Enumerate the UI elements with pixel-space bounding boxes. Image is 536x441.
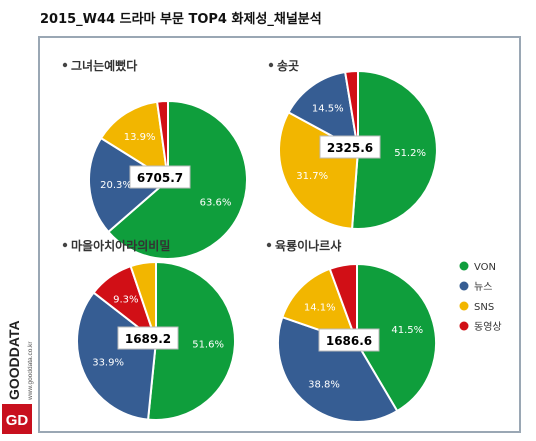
- logo-wordmark: GOODDATA: [6, 320, 22, 400]
- pie-chart-2: 송곳 51.2% 31.7% 14.5% 2325.6: [268, 59, 438, 230]
- legend-label: 뉴스: [474, 281, 492, 293]
- total-value-box: [117, 326, 179, 350]
- total-value-label: 1689.2: [125, 332, 171, 346]
- total-value-box: [318, 328, 380, 352]
- logo-initials: GD: [6, 412, 29, 429]
- brand-sidebar: GD GOODDATA www.gooddata.co.kr: [2, 262, 36, 434]
- title-bullet-icon: [62, 242, 68, 248]
- pie-slice: [350, 69, 438, 230]
- pie-slice: [99, 100, 170, 182]
- pie-slice: [155, 99, 169, 181]
- legend-swatch: [459, 321, 469, 331]
- pie-slice: [356, 262, 437, 413]
- pie-slice: [328, 262, 358, 344]
- slice-data-label: 38.8%: [308, 379, 340, 390]
- slice-data-label: 13.9%: [124, 132, 156, 143]
- slice-data-label: 14.1%: [304, 303, 336, 314]
- slice-data-label: 20.3%: [100, 180, 132, 191]
- pie-chart-4: 육룡이나르샤 41.5% 38.8% 14.1% 1686.6: [266, 238, 437, 423]
- slice-data-label: 51.2%: [394, 148, 426, 159]
- pie-slice: [281, 267, 359, 345]
- pie-slice: [287, 70, 360, 152]
- pie-slice: [344, 69, 359, 151]
- total-value-box: [319, 135, 381, 159]
- title-bullet-icon: [266, 242, 272, 248]
- gooddata-logo: GD GOODDATA www.gooddata.co.kr: [2, 320, 34, 434]
- page-title: 2015_W44 드라마 부문 TOP4 화제성_채널분석: [40, 12, 322, 27]
- pie-slice: [146, 260, 237, 421]
- pie-slice: [129, 260, 157, 342]
- chart-panel: 그녀는예뻤다 63.6% 20.3% 13.9% 6705.7 송곳 51.2% 31.7% 1…: [38, 36, 521, 433]
- legend-label: SNS: [474, 302, 494, 313]
- slice-data-label: 9.3%: [113, 295, 138, 306]
- slice-data-label: 63.6%: [200, 198, 232, 209]
- title-bullet-icon: [268, 62, 274, 68]
- chart-title: 그녀는예뻤다: [71, 58, 137, 73]
- slice-data-label: 41.5%: [391, 325, 423, 336]
- legend: VON 뉴스 SNS 동영상: [459, 261, 502, 333]
- total-value-label: 1686.6: [326, 334, 372, 348]
- pie-slice: [277, 315, 399, 423]
- logo-url: www.gooddata.co.kr: [27, 341, 34, 401]
- pie-chart-3: 마을아치아라의비밀 51.6% 33.9% 9.3% 1689.2: [62, 238, 237, 421]
- legend-swatch: [459, 281, 469, 291]
- total-value-label: 2325.6: [327, 141, 373, 155]
- logo-mark: [2, 404, 32, 434]
- slice-data-label: 51.6%: [192, 340, 224, 351]
- pie-slice: [76, 291, 158, 421]
- legend-swatch: [459, 301, 469, 311]
- chart-title: 육룡이나르샤: [275, 238, 341, 253]
- pie-slice: [88, 136, 170, 234]
- title-bullet-icon: [62, 62, 68, 68]
- pie-chart-1: 그녀는예뻤다 63.6% 20.3% 13.9% 6705.7: [62, 58, 248, 260]
- slice-data-label: 33.9%: [92, 358, 124, 369]
- chart-title: 송곳: [277, 59, 299, 73]
- total-value-box: [129, 165, 191, 189]
- pie-charts-canvas: 그녀는예뻤다 63.6% 20.3% 13.9% 6705.7 송곳 51.2% 31.7% 1…: [62, 58, 502, 423]
- slice-data-label: 14.5%: [312, 104, 344, 115]
- chart-title: 마을아치아라의비밀: [71, 238, 170, 253]
- total-value-label: 6705.7: [137, 171, 183, 185]
- legend-label: VON: [474, 262, 496, 273]
- legend-swatch: [459, 261, 469, 271]
- legend-label: 동영상: [474, 321, 502, 333]
- slice-data-label: 31.7%: [296, 171, 328, 182]
